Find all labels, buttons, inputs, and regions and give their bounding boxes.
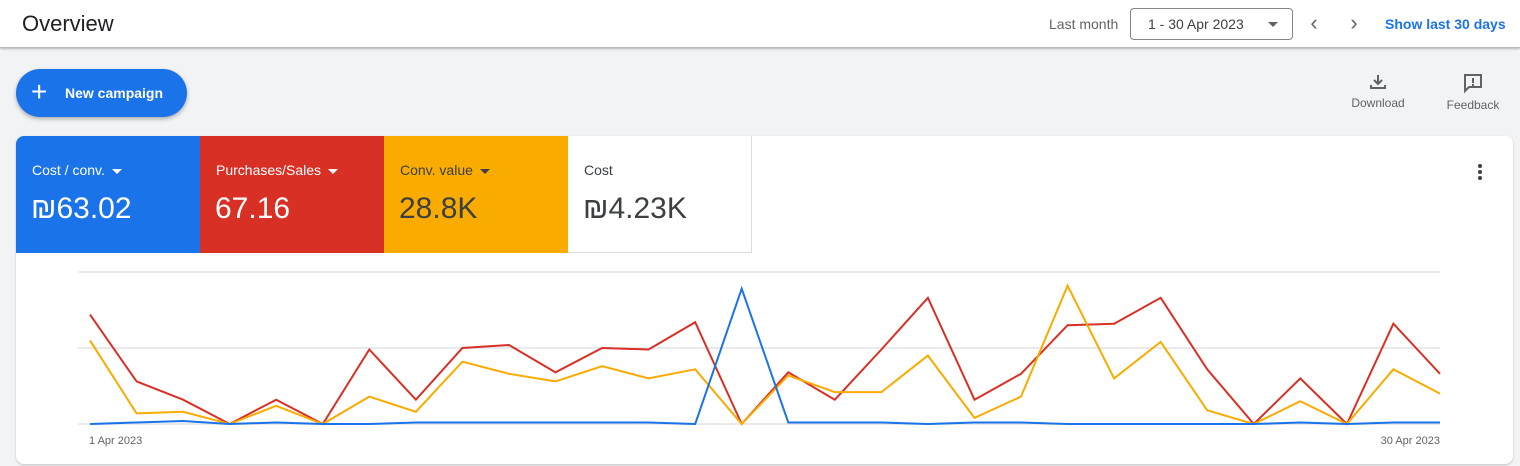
plus-icon: + <box>31 76 48 107</box>
metric-tile-cost-per-conv[interactable]: Cost / conv. ₪63.02 <box>16 136 200 253</box>
series-line-cost-conv- <box>89 285 1440 426</box>
chevron-left-icon[interactable]: ‹ <box>1310 10 1318 35</box>
more-options-icon[interactable] <box>1472 162 1488 184</box>
date-range-value: 1 - 30 Apr 2023 <box>1148 16 1244 32</box>
metric-value: 28.8K <box>399 192 478 225</box>
metric-name-text: Purchases/Sales <box>216 162 322 178</box>
range-label: Last month <box>1049 16 1119 32</box>
feedback-label: Feedback <box>1446 98 1500 112</box>
download-button[interactable]: Download <box>1343 72 1413 110</box>
metric-tile-conv-value[interactable]: Conv. value 28.8K <box>384 136 568 253</box>
page-title: Overview <box>22 11 114 36</box>
metric-name-text: Conv. value <box>400 162 473 178</box>
top-bar: Overview Last month 1 - 30 Apr 2023 ‹ › … <box>0 0 1520 48</box>
performance-card: Cost / conv. ₪63.02 Purchases/Sales 67.1… <box>16 136 1513 464</box>
metric-tile-cost[interactable]: Cost ₪4.23K <box>568 136 752 253</box>
chevron-right-icon[interactable]: › <box>1350 10 1358 35</box>
caret-down-icon <box>479 168 490 174</box>
download-icon <box>1370 75 1386 89</box>
metric-value: ₪4.23K <box>583 192 687 225</box>
metric-tile-purchases[interactable]: Purchases/Sales 67.16 <box>200 136 384 253</box>
metric-name: Purchases/Sales <box>216 162 339 178</box>
date-range-select[interactable]: 1 - 30 Apr 2023 <box>1130 8 1293 40</box>
metric-name-text: Cost / conv. <box>32 162 105 178</box>
metric-name: Cost <box>584 162 613 178</box>
metric-value: 67.16 <box>215 192 291 225</box>
feedback-button[interactable]: Feedback <box>1438 72 1508 112</box>
feedback-icon <box>1464 74 1482 94</box>
new-campaign-label: New campaign <box>65 85 164 101</box>
caret-down-icon <box>328 168 339 174</box>
x-tick-label-end: 30 Apr 2023 <box>1381 435 1440 447</box>
caret-down-icon <box>1268 22 1278 27</box>
series-line-conv-value <box>89 283 1441 426</box>
x-tick-label-start: 1 Apr 2023 <box>89 435 142 447</box>
new-campaign-button[interactable]: + New campaign <box>16 69 187 117</box>
series-line-purchases-sales <box>89 295 1441 426</box>
metric-name: Conv. value <box>400 162 490 178</box>
metric-value: ₪63.02 <box>31 192 132 225</box>
show-last-30-days-link[interactable]: Show last 30 days <box>1385 16 1506 32</box>
metric-name: Cost / conv. <box>32 162 122 178</box>
caret-down-icon <box>111 168 122 174</box>
download-label: Download <box>1351 96 1405 110</box>
